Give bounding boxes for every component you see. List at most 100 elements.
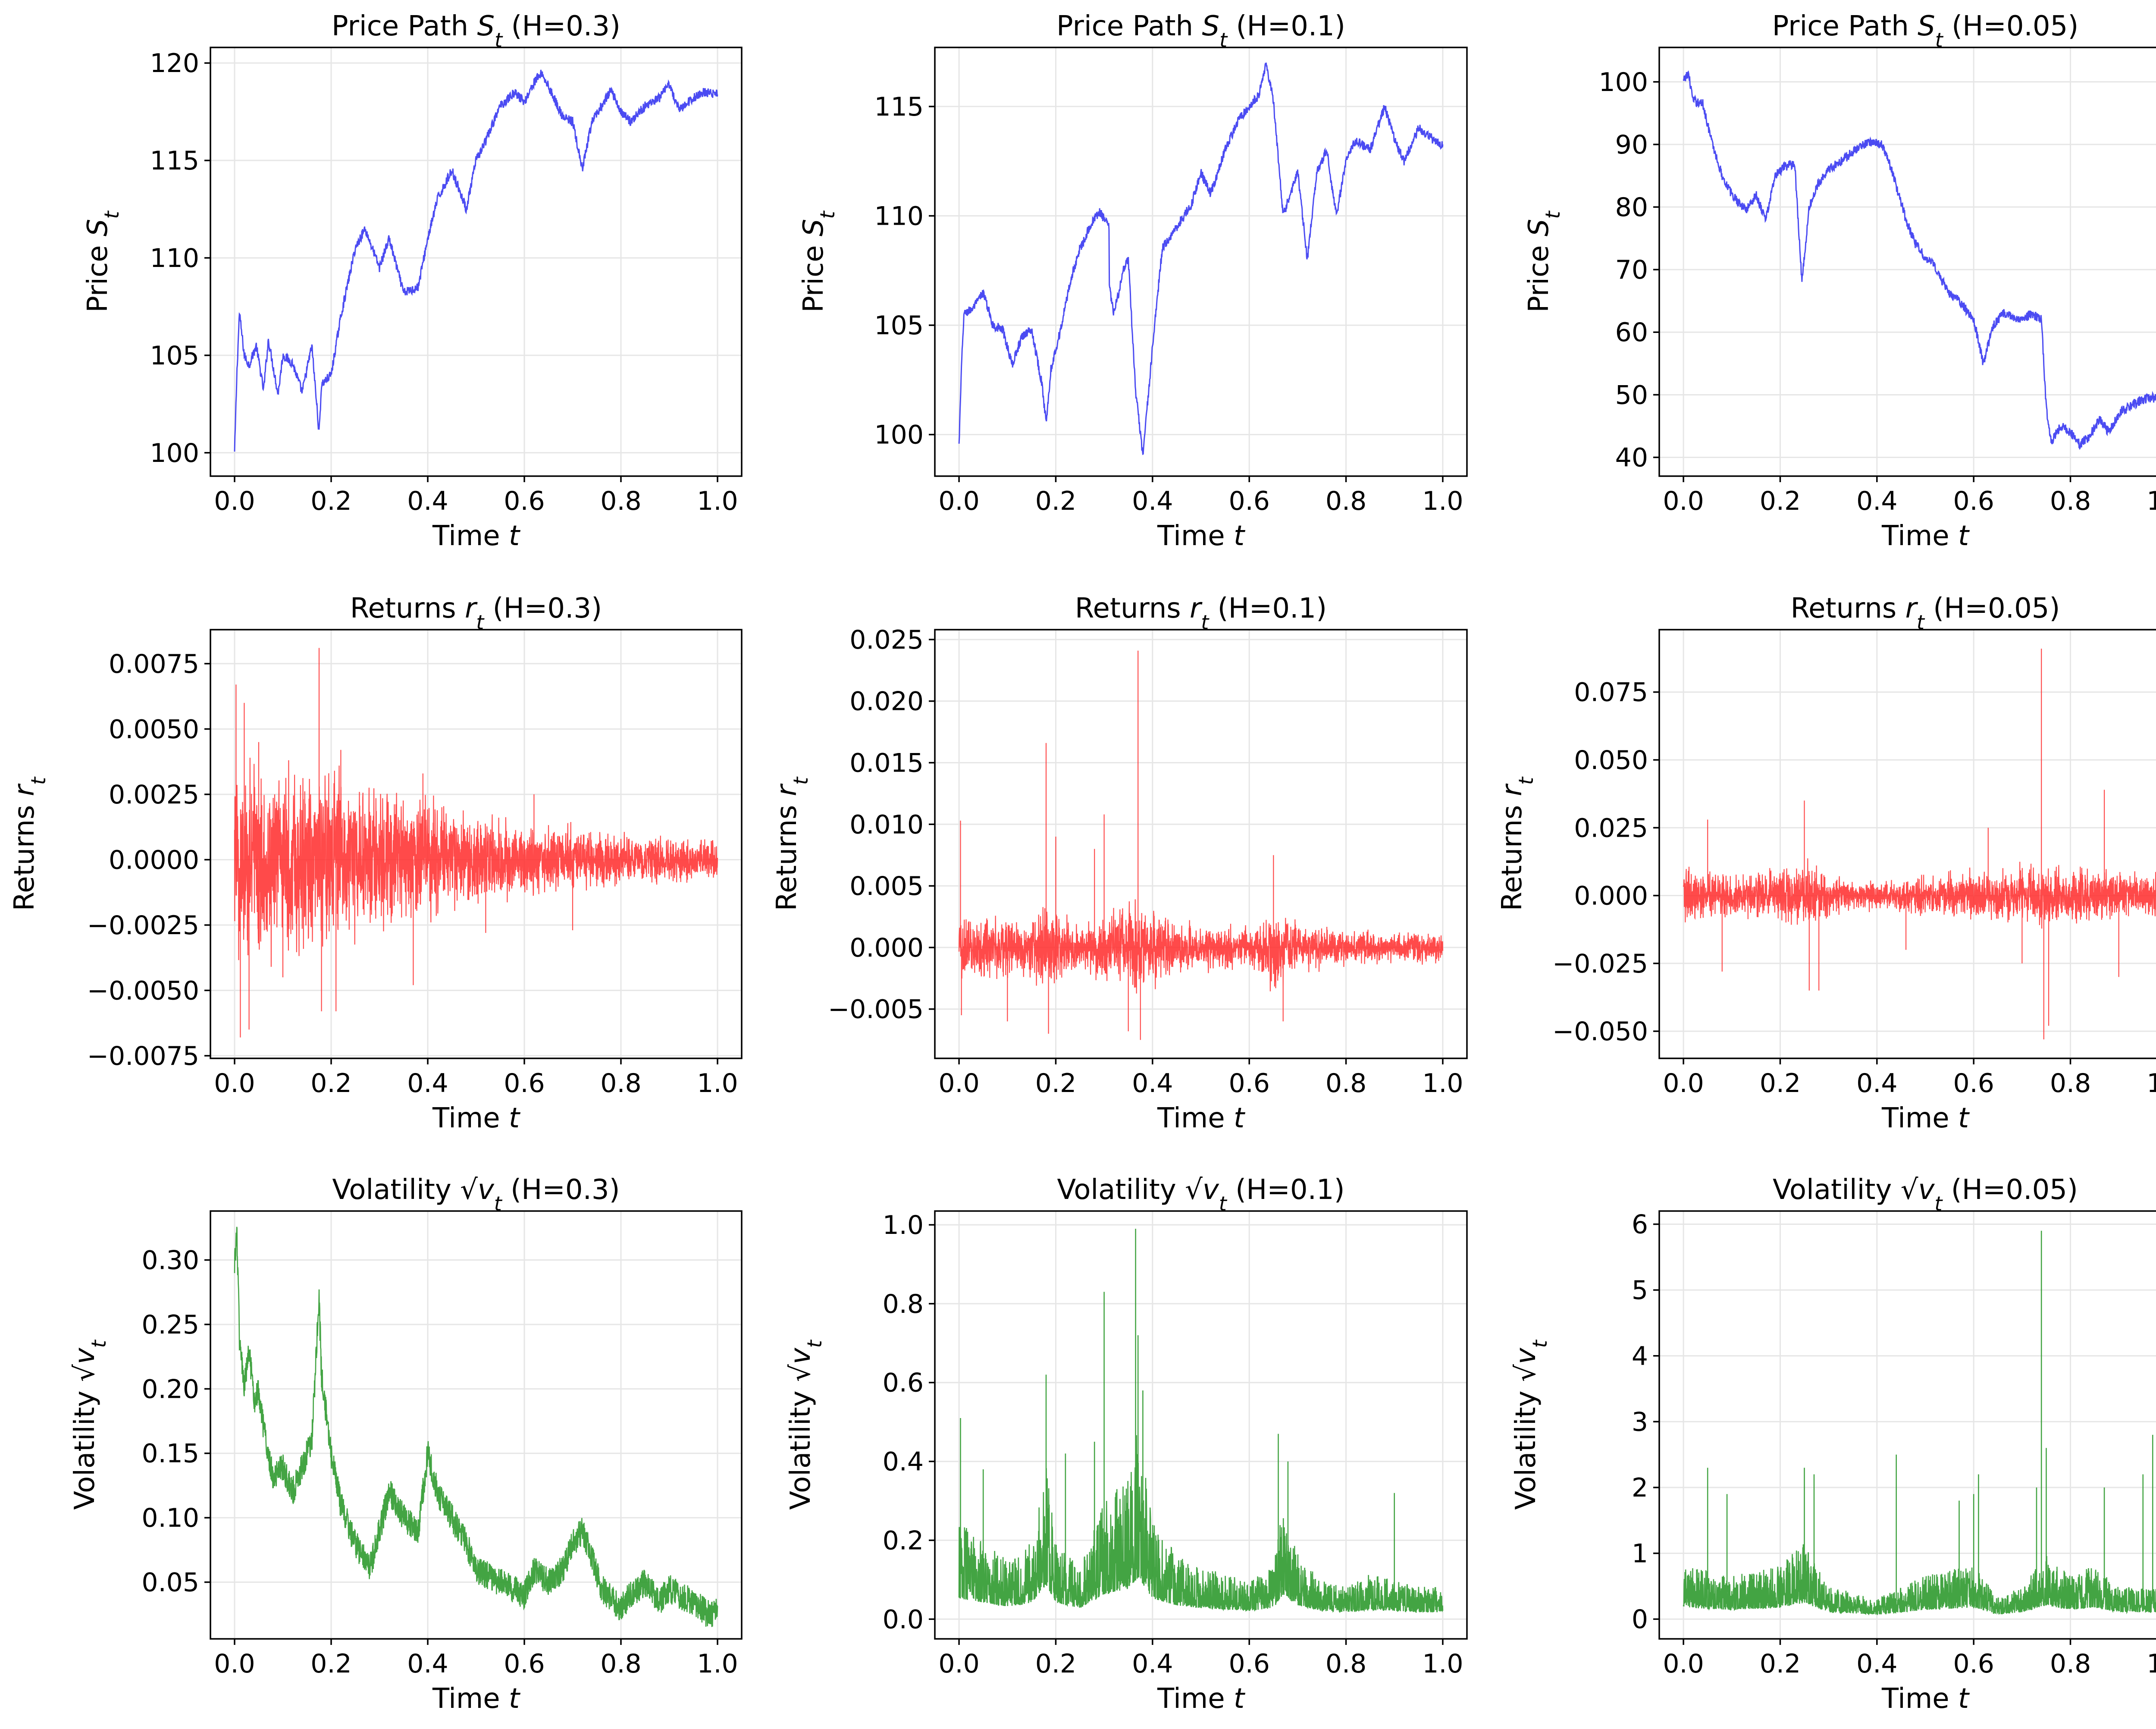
panel-8: 0.0 0.2 0.4 0.6 0.8 1.0 0.0 0.2 0.4 0.6 0.8 1.0 Vola…	[785, 1174, 1468, 1715]
y-tick-label: 0.25	[141, 1310, 199, 1340]
y-tick-label: 0.000	[849, 933, 924, 963]
x-axis-label: Time t	[1881, 1683, 1970, 1715]
panel-title: Returns rt (H=0.05)	[1791, 593, 2060, 634]
y-tick-label: 0.2	[883, 1525, 924, 1556]
axes-frame	[210, 629, 743, 1059]
x-tick-label: 0.8	[600, 1649, 641, 1679]
x-tick-label: 0.2	[1035, 486, 1076, 516]
y-tick-label: −0.050	[1552, 1017, 1648, 1047]
x-tick-label: 0.4	[407, 486, 448, 516]
y-tick-label: 0.4	[883, 1447, 924, 1477]
y-tick-label: 100	[1598, 67, 1648, 97]
price-series-line	[958, 62, 1444, 455]
x-tick-label: 0.8	[600, 486, 641, 516]
x-tick-label: 0.4	[407, 1068, 448, 1098]
x-tick-label: 0.2	[310, 1649, 351, 1679]
panel-2: 0.0 0.2 0.4 0.6 0.8 1.0 100 105 110 115 Price Path…	[798, 10, 1468, 552]
price-series-line	[1683, 70, 2156, 450]
y-tick-label: 0.05	[141, 1568, 199, 1598]
x-tick-label: 0.0	[1663, 1068, 1704, 1098]
y-tick-label: 110	[874, 201, 924, 232]
x-tick-label: 0.4	[1132, 486, 1173, 516]
series-group	[1683, 70, 2156, 450]
y-tick-label: 0.020	[849, 687, 924, 717]
x-tick-label: 0.6	[1953, 486, 1994, 516]
panel-title: Volatility √vt (H=0.1)	[1057, 1174, 1344, 1215]
y-tick-label: 70	[1615, 255, 1648, 285]
y-tick-label: 110	[150, 243, 199, 273]
volatility-series-line	[1683, 1230, 2156, 1616]
y-tick-label: 0.0050	[109, 714, 199, 744]
x-tick-label: 0.0	[938, 1068, 979, 1098]
y-tick-label: 115	[874, 92, 924, 122]
axes-frame	[934, 1210, 1468, 1640]
x-tick-label: 0.2	[1760, 1068, 1801, 1098]
y-tick-label: 115	[150, 146, 199, 176]
x-tick-label: 0.0	[938, 1649, 979, 1679]
x-axis-label: Time t	[432, 1102, 521, 1134]
volatility-series-line	[958, 1229, 1444, 1613]
x-tick-label: 0.0	[1663, 486, 1704, 516]
x-tick-label: 0.0	[214, 1649, 255, 1679]
x-axis-label: Time t	[1157, 520, 1246, 552]
x-tick-label: 0.6	[1228, 1068, 1269, 1098]
x-tick-label: 0.8	[1326, 1068, 1366, 1098]
x-tick-label: 0.6	[1228, 1649, 1269, 1679]
y-axis-label: Returns rt	[9, 776, 50, 911]
y-tick-label: 6	[1632, 1210, 1648, 1240]
axes-frame	[1658, 47, 2156, 477]
x-tick-label: 1.0	[697, 1649, 738, 1679]
x-tick-label: 0.6	[1953, 1068, 1994, 1098]
y-tick-label: 5	[1632, 1275, 1648, 1305]
y-axis-label: Price St	[1523, 210, 1564, 312]
y-axis-label: Volatility √vt	[1510, 1339, 1551, 1509]
x-tick-label: 0.8	[1326, 1649, 1366, 1679]
y-tick-label: 0.005	[849, 871, 924, 901]
y-tick-label: 0.0025	[109, 780, 199, 810]
panel-title: Volatility √vt (H=0.3)	[332, 1174, 620, 1215]
x-tick-label: 0.2	[310, 486, 351, 516]
y-tick-label: 105	[874, 311, 924, 341]
panel-title: Price Path St (H=0.05)	[1772, 10, 2079, 52]
x-axis-label: Time t	[1881, 1102, 1970, 1134]
x-tick-label: 0.0	[214, 1068, 255, 1098]
x-axis-label: Time t	[432, 1683, 521, 1715]
x-tick-label: 1.0	[2147, 1649, 2156, 1679]
x-tick-label: 0.6	[504, 486, 545, 516]
y-tick-label: −0.0025	[87, 910, 199, 941]
returns-series-line	[959, 650, 1443, 1040]
returns-series-line	[1683, 649, 2156, 1039]
axes-frame	[210, 47, 743, 477]
y-tick-label: 40	[1615, 442, 1648, 473]
y-tick-label: 0.6	[883, 1368, 924, 1398]
x-tick-label: 0.4	[1132, 1068, 1173, 1098]
panel-title: Volatility √vt (H=0.05)	[1773, 1174, 2078, 1215]
y-tick-label: 0.0075	[109, 649, 199, 679]
series-group	[234, 69, 718, 452]
x-axis-label: Time t	[432, 520, 521, 552]
y-tick-label: 0.050	[1574, 745, 1648, 775]
x-tick-label: 0.2	[310, 1068, 351, 1098]
series-group	[1683, 1230, 2156, 1616]
y-tick-label: 0.15	[141, 1439, 199, 1469]
y-tick-label: 0.015	[849, 748, 924, 778]
x-tick-label: 0.8	[2050, 1068, 2091, 1098]
y-tick-label: 4	[1632, 1341, 1648, 1371]
y-tick-label: −0.0050	[87, 976, 199, 1006]
y-tick-label: 0.025	[849, 625, 924, 655]
axes-frame	[934, 629, 1468, 1059]
y-axis-label: Returns rt	[771, 776, 812, 911]
y-tick-label: 0.0	[883, 1604, 924, 1635]
series-group	[234, 1227, 718, 1627]
axes-frame	[1658, 1210, 2156, 1640]
x-tick-label: 0.4	[1856, 1068, 1897, 1098]
x-tick-label: 0.8	[2050, 1649, 2091, 1679]
y-tick-label: 3	[1632, 1407, 1648, 1437]
panel-7: 0.0 0.2 0.4 0.6 0.8 1.0 0.05 0.10 0.15 0.20 0.25 0.…	[69, 1174, 743, 1715]
series-group	[234, 648, 718, 1038]
y-tick-label: 60	[1615, 317, 1648, 348]
x-tick-label: 0.2	[1035, 1649, 1076, 1679]
y-axis-label: Volatility √vt	[69, 1339, 110, 1509]
y-tick-label: 0.10	[141, 1503, 199, 1533]
y-tick-label: 1	[1632, 1539, 1648, 1569]
